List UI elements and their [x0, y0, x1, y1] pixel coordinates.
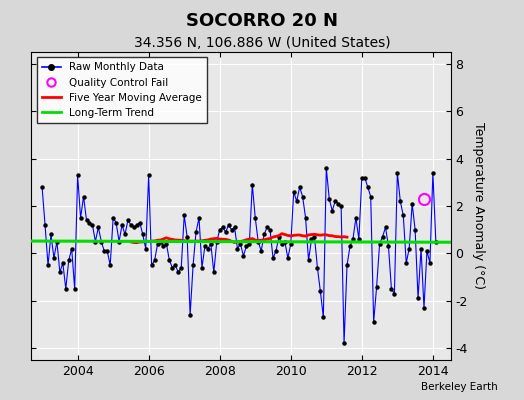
Legend: Raw Monthly Data, Quality Control Fail, Five Year Moving Average, Long-Term Tren: Raw Monthly Data, Quality Control Fail, … [37, 57, 207, 123]
Y-axis label: Temperature Anomaly (°C): Temperature Anomaly (°C) [472, 122, 485, 290]
Text: SOCORRO 20 N: SOCORRO 20 N [186, 12, 338, 30]
Text: Berkeley Earth: Berkeley Earth [421, 382, 498, 392]
Text: 34.356 N, 106.886 W (United States): 34.356 N, 106.886 W (United States) [134, 36, 390, 50]
